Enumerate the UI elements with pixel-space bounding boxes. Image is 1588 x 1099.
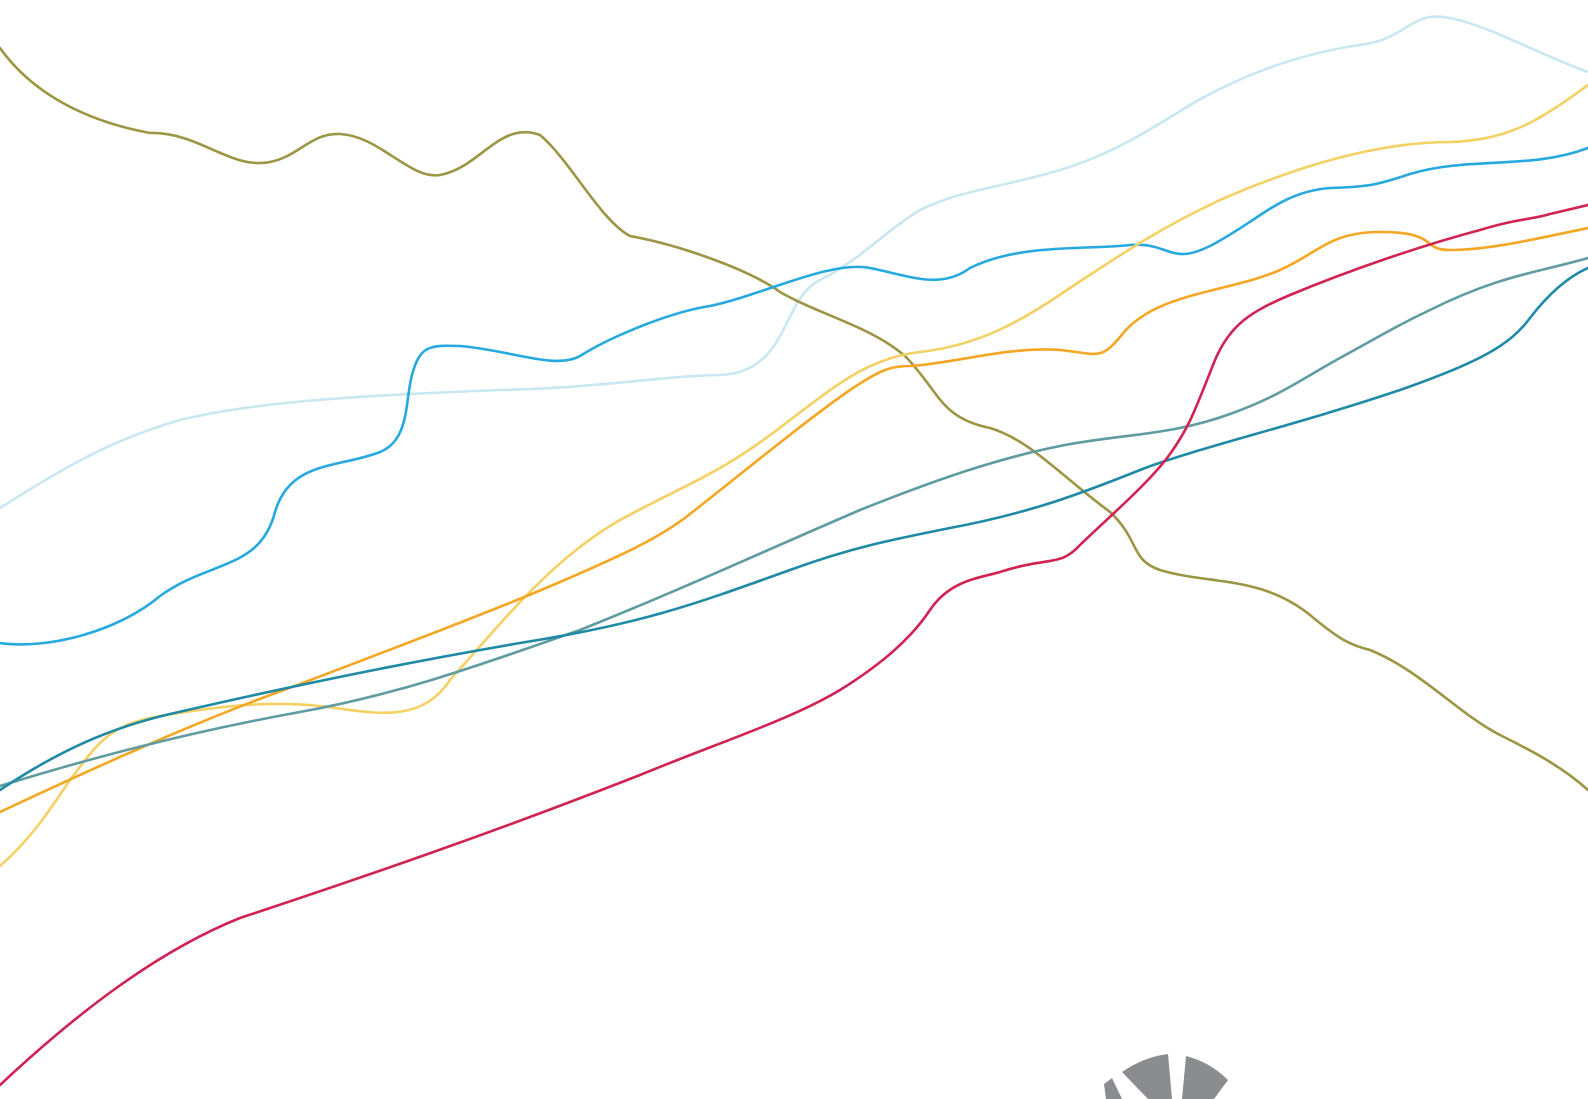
line-orange bbox=[0, 226, 1588, 814]
line-teal bbox=[0, 266, 1588, 792]
line-sky-blue bbox=[0, 146, 1588, 646]
emblem-segment-1 bbox=[1122, 1054, 1172, 1099]
line-teal-grey bbox=[0, 256, 1588, 788]
emblem-segment-3 bbox=[1104, 1078, 1122, 1099]
line-crimson bbox=[0, 203, 1588, 1087]
line-pale-yellow bbox=[0, 83, 1588, 868]
emblem-segment-2 bbox=[1182, 1056, 1228, 1099]
partial-circular-emblem-icon bbox=[1104, 1054, 1228, 1099]
line-olive bbox=[0, 46, 1588, 792]
line-light-blue bbox=[0, 15, 1588, 510]
